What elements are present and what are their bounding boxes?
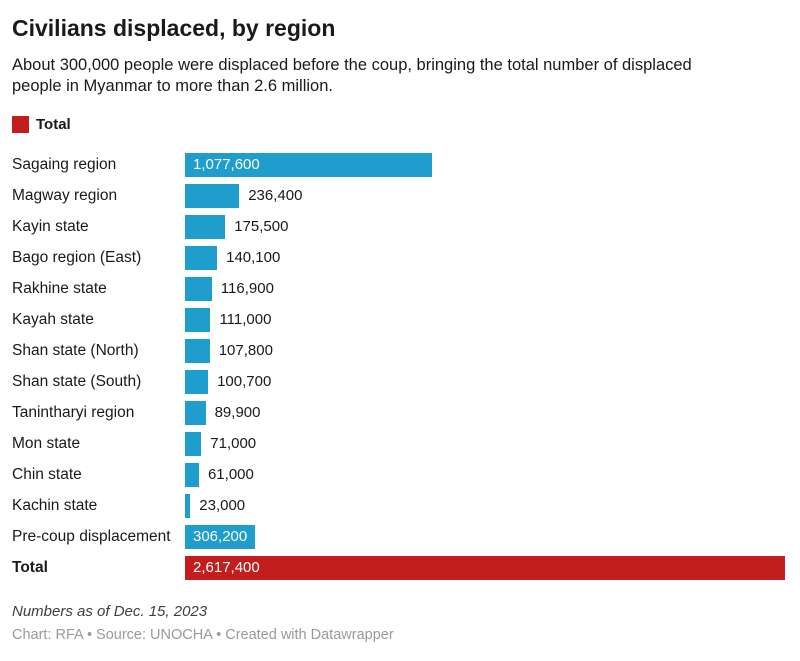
chart-row: Sagaing region 1,077,600 xyxy=(12,149,785,180)
chart-note: Numbers as of Dec. 15, 2023 xyxy=(12,603,208,620)
legend: Total xyxy=(12,116,785,133)
chart-container: Civilians displaced, by region About 300… xyxy=(12,15,785,643)
row-label: Mon state xyxy=(12,434,81,452)
chart-row: Bago region (East) 140,100 xyxy=(12,242,785,273)
bar-chart: Sagaing region 1,077,600 Magway region 2… xyxy=(12,149,785,583)
bar xyxy=(185,400,206,425)
bar-value-label: 140,100 xyxy=(226,248,281,266)
chart-row: Kachin state 23,000 xyxy=(12,490,785,521)
bar xyxy=(185,152,433,177)
bar-value-label: 23,000 xyxy=(199,496,246,514)
row-label: Sagaing region xyxy=(12,155,117,173)
bar xyxy=(185,276,212,301)
row-label: Kachin state xyxy=(12,496,98,514)
bar xyxy=(185,431,202,456)
chart-subtitle: About 300,000 people were displaced befo… xyxy=(12,55,785,97)
bar xyxy=(185,555,785,580)
bar-value-label: 1,077,600 xyxy=(193,155,260,173)
chart-row: Magway region 236,400 xyxy=(12,180,785,211)
row-label: Kayah state xyxy=(12,310,94,328)
legend-total-label: Total xyxy=(36,116,71,133)
row-label: Kayin state xyxy=(12,217,89,235)
bar-area: 71,000 xyxy=(185,431,785,456)
bar xyxy=(185,369,209,394)
bar xyxy=(185,183,240,208)
bar-value-label: 2,617,400 xyxy=(193,558,260,576)
row-label: Pre-coup displacement xyxy=(12,527,171,545)
chart-subtitle-line-2: people in Myanmar to more than 2.6 milli… xyxy=(12,77,333,95)
bar-value-label: 107,800 xyxy=(218,341,273,359)
chart-subtitle-line-1: About 300,000 people were displaced befo… xyxy=(12,56,692,74)
bar-area: 89,900 xyxy=(185,400,785,425)
chart-row: Rakhine state 116,900 xyxy=(12,273,785,304)
bar-value-label: 116,900 xyxy=(220,279,274,297)
bar-area: 175,500 xyxy=(185,214,785,239)
bar xyxy=(185,214,226,239)
legend-total-swatch xyxy=(12,116,29,133)
bar-area: 107,800 xyxy=(185,338,785,363)
chart-byline: Chart: RFA • Source: UNOCHA • Created wi… xyxy=(12,627,394,643)
bar xyxy=(185,307,211,332)
bar-area: 111,000 xyxy=(185,307,785,332)
bar-value-label: 61,000 xyxy=(207,465,254,483)
chart-row: Pre-coup displacement 306,200 xyxy=(12,521,785,552)
bar xyxy=(185,462,199,487)
bar-area: 23,000 xyxy=(185,493,785,518)
chart-row: Chin state 61,000 xyxy=(12,459,785,490)
bar xyxy=(185,493,191,518)
bar-area: 2,617,400 xyxy=(185,555,785,580)
bar-area: 306,200 xyxy=(185,524,785,549)
chart-row: Tanintharyi region 89,900 xyxy=(12,397,785,428)
row-label: Chin state xyxy=(12,465,82,483)
bar-area: 140,100 xyxy=(185,245,785,270)
row-label: Tanintharyi region xyxy=(12,403,135,421)
row-label: Shan state (South) xyxy=(12,372,142,390)
bar-value-label: 89,900 xyxy=(214,403,261,421)
chart-row: Total 2,617,400 xyxy=(12,552,785,583)
bar-area: 1,077,600 xyxy=(185,152,785,177)
bar xyxy=(185,524,256,549)
bar-area: 61,000 xyxy=(185,462,785,487)
bar-value-label: 71,000 xyxy=(210,434,257,452)
bar-value-label: 175,500 xyxy=(234,217,289,235)
bar-value-label: 306,200 xyxy=(193,527,248,545)
chart-row: Shan state (South) 100,700 xyxy=(12,366,785,397)
bar-value-label: 236,400 xyxy=(248,186,303,204)
row-label: Magway region xyxy=(12,186,118,204)
row-label: Total xyxy=(12,558,48,576)
bar xyxy=(185,338,210,363)
chart-title: Civilians displaced, by region xyxy=(12,15,336,41)
chart-row: Shan state (North) 107,800 xyxy=(12,335,785,366)
row-label: Rakhine state xyxy=(12,279,107,297)
chart-row: Kayin state 175,500 xyxy=(12,211,785,242)
row-label: Shan state (North) xyxy=(12,341,139,359)
bar-area: 116,900 xyxy=(185,276,785,301)
bar xyxy=(185,245,218,270)
row-label: Bago region (East) xyxy=(12,248,142,266)
bar-value-label: 111,000 xyxy=(219,310,272,328)
bar-value-label: 100,700 xyxy=(217,372,272,390)
chart-row: Kayah state 111,000 xyxy=(12,304,785,335)
chart-row: Mon state 71,000 xyxy=(12,428,785,459)
bar-area: 236,400 xyxy=(185,183,785,208)
bar-area: 100,700 xyxy=(185,369,785,394)
